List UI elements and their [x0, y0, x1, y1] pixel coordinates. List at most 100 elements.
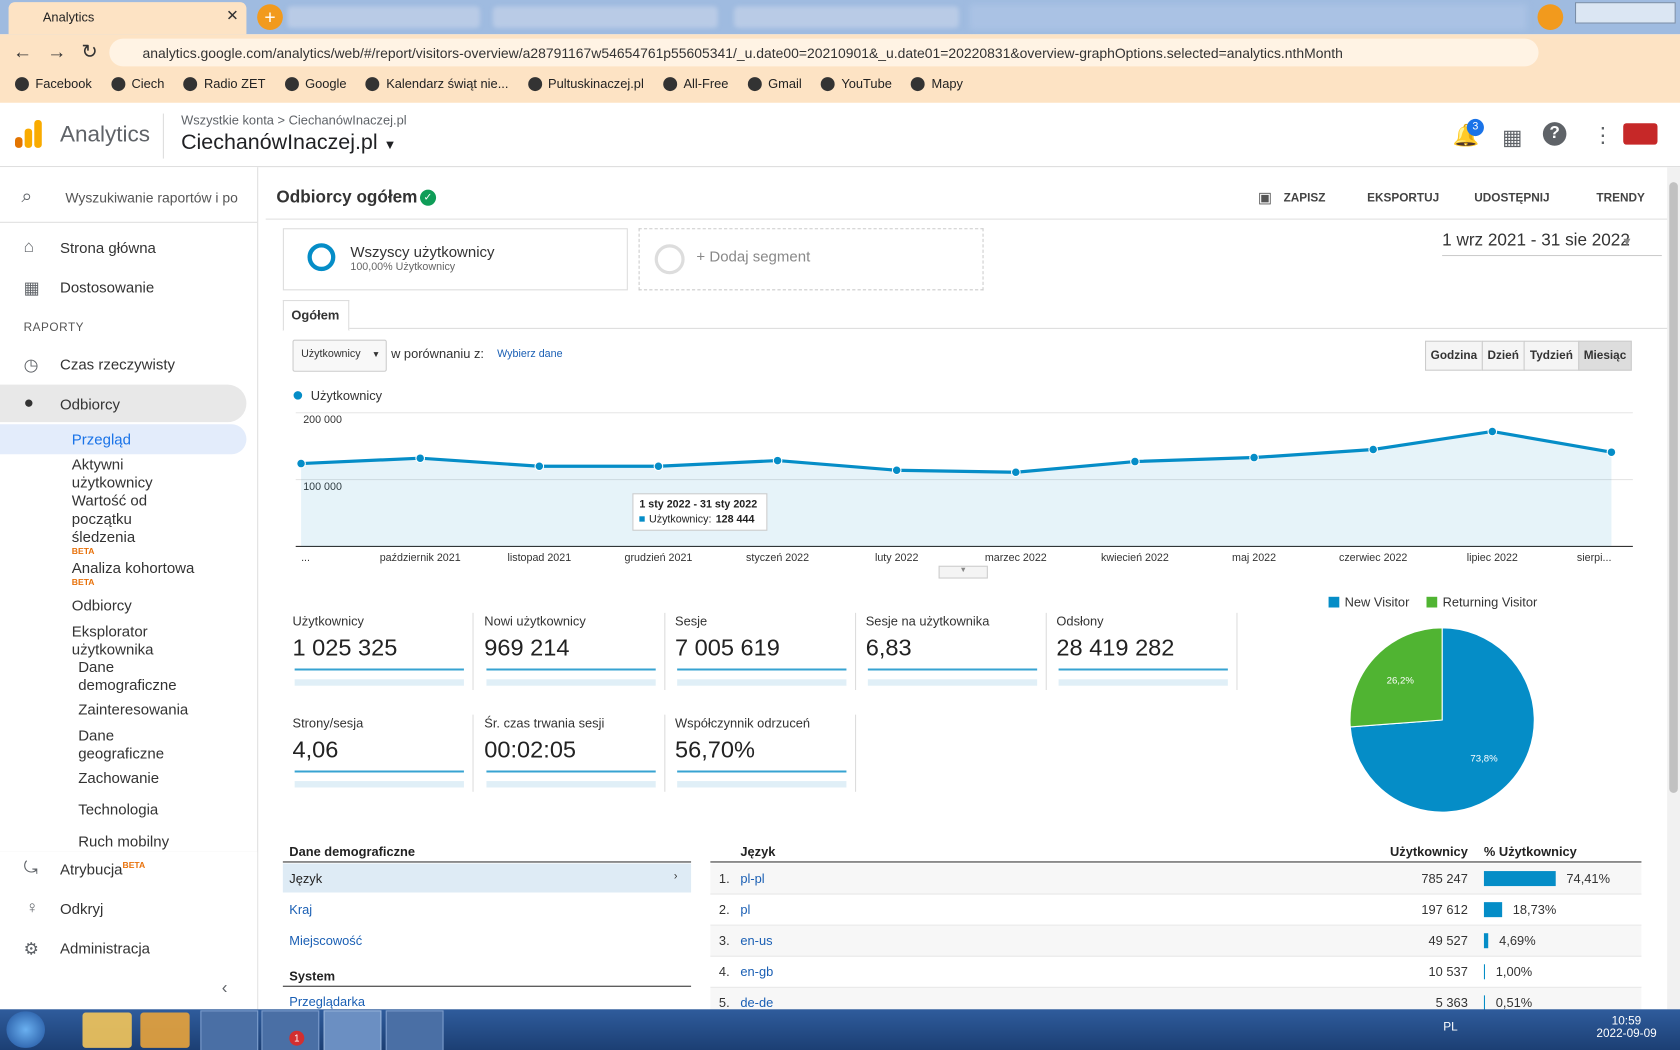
divider [162, 113, 164, 159]
bookmark[interactable]: Google [305, 76, 347, 92]
sub-item[interactable]: Wartość od początku śledzenia BETA [72, 492, 179, 556]
help[interactable]: ? [1542, 122, 1567, 146]
nav-item[interactable]: Dostosowanie [60, 278, 155, 296]
chart-toggle[interactable]: ▼ [938, 565, 988, 579]
date-range[interactable]: 1 wrz 2021 - 31 sie 2022 [1442, 231, 1663, 257]
granularity[interactable]: Godzina [1425, 340, 1483, 371]
dimension-value[interactable]: pl [740, 902, 751, 918]
apps[interactable]: ▦ [1502, 126, 1523, 151]
rank: 3. [718, 933, 730, 949]
bookmark[interactable]: All-Free [683, 76, 729, 92]
bookmark[interactable]: Mapy [931, 76, 963, 92]
action[interactable]: EKSPORTUJ [1367, 191, 1440, 205]
metric-value: 1 025 325 [292, 634, 398, 662]
sub-item[interactable]: Analiza kohortowa BETA [72, 559, 211, 587]
nav-item[interactable]: AtrybucjaBETA [60, 860, 145, 877]
blurred-tab[interactable] [287, 6, 481, 28]
scroll-thumb[interactable] [1669, 182, 1678, 793]
taskbar-app[interactable] [82, 1012, 132, 1048]
metric-select[interactable] [292, 339, 387, 372]
breadcrumb[interactable]: Wszystkie konta > CiechanówInaczej.pl [181, 113, 407, 128]
report-search[interactable]: Wyszukiwanie raportów i po [65, 189, 238, 206]
collapse[interactable]: ‹ [221, 979, 228, 998]
action[interactable]: UDOSTĘPNIJ [1474, 191, 1550, 205]
menu[interactable]: ⋮ [1592, 124, 1614, 148]
address-bar[interactable] [109, 38, 1539, 67]
tab-search[interactable] [1537, 4, 1564, 31]
dimension-value[interactable]: en-us [740, 933, 773, 949]
blurred-tab[interactable] [492, 6, 718, 28]
blurred-tab[interactable] [733, 6, 959, 28]
taskbar-app[interactable] [323, 1010, 382, 1050]
add-segment[interactable] [638, 228, 984, 291]
dimension-link[interactable]: Miejscowość [289, 933, 363, 949]
nav-item[interactable]: Czas rzeczywisty [60, 355, 176, 373]
breadcrumb-item[interactable]: CiechanówInaczej.pl [288, 112, 407, 128]
nav-item[interactable]: Administracja [60, 939, 151, 957]
taskbar-app[interactable] [200, 1010, 259, 1050]
sub-group[interactable]: Ruch mobilny [78, 832, 170, 850]
granularity[interactable]: Miesiąc [1578, 340, 1632, 371]
clock[interactable]: 10:59 2022-09-09 [1596, 1015, 1656, 1041]
active-tab[interactable] [8, 2, 247, 35]
segment-name: Wszyscy użytkownicy [350, 243, 495, 261]
action[interactable]: ZAPISZ [1283, 191, 1326, 205]
bookmark[interactable]: YouTube [841, 76, 892, 92]
icon: ◷ [23, 356, 39, 376]
segment[interactable] [282, 228, 628, 291]
sub-group[interactable]: Dane demograficzne [78, 657, 177, 694]
sub-item[interactable]: Eksplorator użytkownika [71, 622, 154, 658]
dimension-value[interactable]: en-gb [740, 964, 774, 980]
row-bg [710, 956, 1642, 988]
x-tick-label: marzec 2022 [985, 552, 1047, 564]
account-avatar[interactable] [1623, 123, 1658, 145]
tab[interactable] [282, 300, 350, 332]
dimension-value[interactable]: pl-pl [740, 871, 765, 887]
x-tick-label: lipiec 2022 [1467, 552, 1518, 564]
sub-group[interactable]: Zachowanie [78, 769, 160, 787]
sub-group[interactable]: Technologia [78, 800, 159, 818]
nav-item[interactable]: Odkryj [60, 900, 104, 918]
compare-link[interactable]: Wybierz dane [497, 348, 563, 361]
nav-item[interactable]: Strona główna [60, 238, 156, 257]
metric-value: 4,06 [292, 736, 339, 763]
taskbar-app[interactable] [140, 1012, 190, 1048]
tooltip [632, 493, 768, 531]
bookmark[interactable]: Pultuskinaczej.pl [548, 76, 644, 92]
metric-divider [472, 612, 474, 691]
language[interactable]: PL [1443, 1021, 1458, 1034]
chevron: › [673, 871, 678, 883]
window-controls[interactable] [1575, 2, 1676, 24]
sub-item[interactable]: Aktywni użytkownicy [71, 455, 153, 491]
nav-buttons[interactable]: ←→↻ [12, 40, 113, 63]
bookmark[interactable]: Ciech [131, 76, 165, 92]
bookmarks-bar: Facebook Ciech Radio ZET Google Kalendarz św… [0, 75, 964, 94]
bookmark-icon [15, 77, 29, 92]
tab-close[interactable]: ✕ [226, 6, 239, 24]
dimension-link[interactable]: Kraj [289, 902, 313, 918]
start-button[interactable] [6, 1011, 46, 1048]
bookmark[interactable]: Radio ZET [203, 76, 266, 92]
dimension-value[interactable]: de-de [740, 995, 774, 1011]
sub-group[interactable]: Zainteresowania [78, 700, 189, 718]
dimension-link[interactable]: Język [289, 871, 323, 887]
sub-item[interactable]: Przegląd [71, 430, 131, 448]
nav-item[interactable]: Odbiorcy [60, 395, 121, 413]
rank: 2. [718, 902, 730, 918]
bookmark[interactable]: Kalendarz świąt nie... [386, 76, 509, 92]
breadcrumb-item[interactable]: Wszystkie konta [181, 112, 274, 128]
property-selector[interactable]: CiechanówInaczej.pl ▼ [181, 130, 397, 155]
share-bar [1483, 902, 1502, 918]
bookmark[interactable]: Facebook [35, 76, 92, 92]
property-name: CiechanówInaczej.pl [181, 130, 378, 155]
bookmark[interactable]: Gmail [768, 76, 802, 92]
taskbar-app[interactable] [385, 1010, 444, 1050]
action[interactable]: TRENDY [1596, 191, 1645, 205]
sub-item[interactable]: Odbiorcy [71, 596, 132, 614]
section-label: RAPORTY [23, 321, 85, 335]
taskbar-app[interactable] [261, 1010, 320, 1050]
new-tab[interactable]: + [257, 4, 283, 31]
sub-group[interactable]: Dane geograficzne [78, 726, 165, 762]
granularity[interactable]: Tydzień [1523, 340, 1580, 371]
dimension-link[interactable]: Przeglądarka [289, 994, 366, 1010]
